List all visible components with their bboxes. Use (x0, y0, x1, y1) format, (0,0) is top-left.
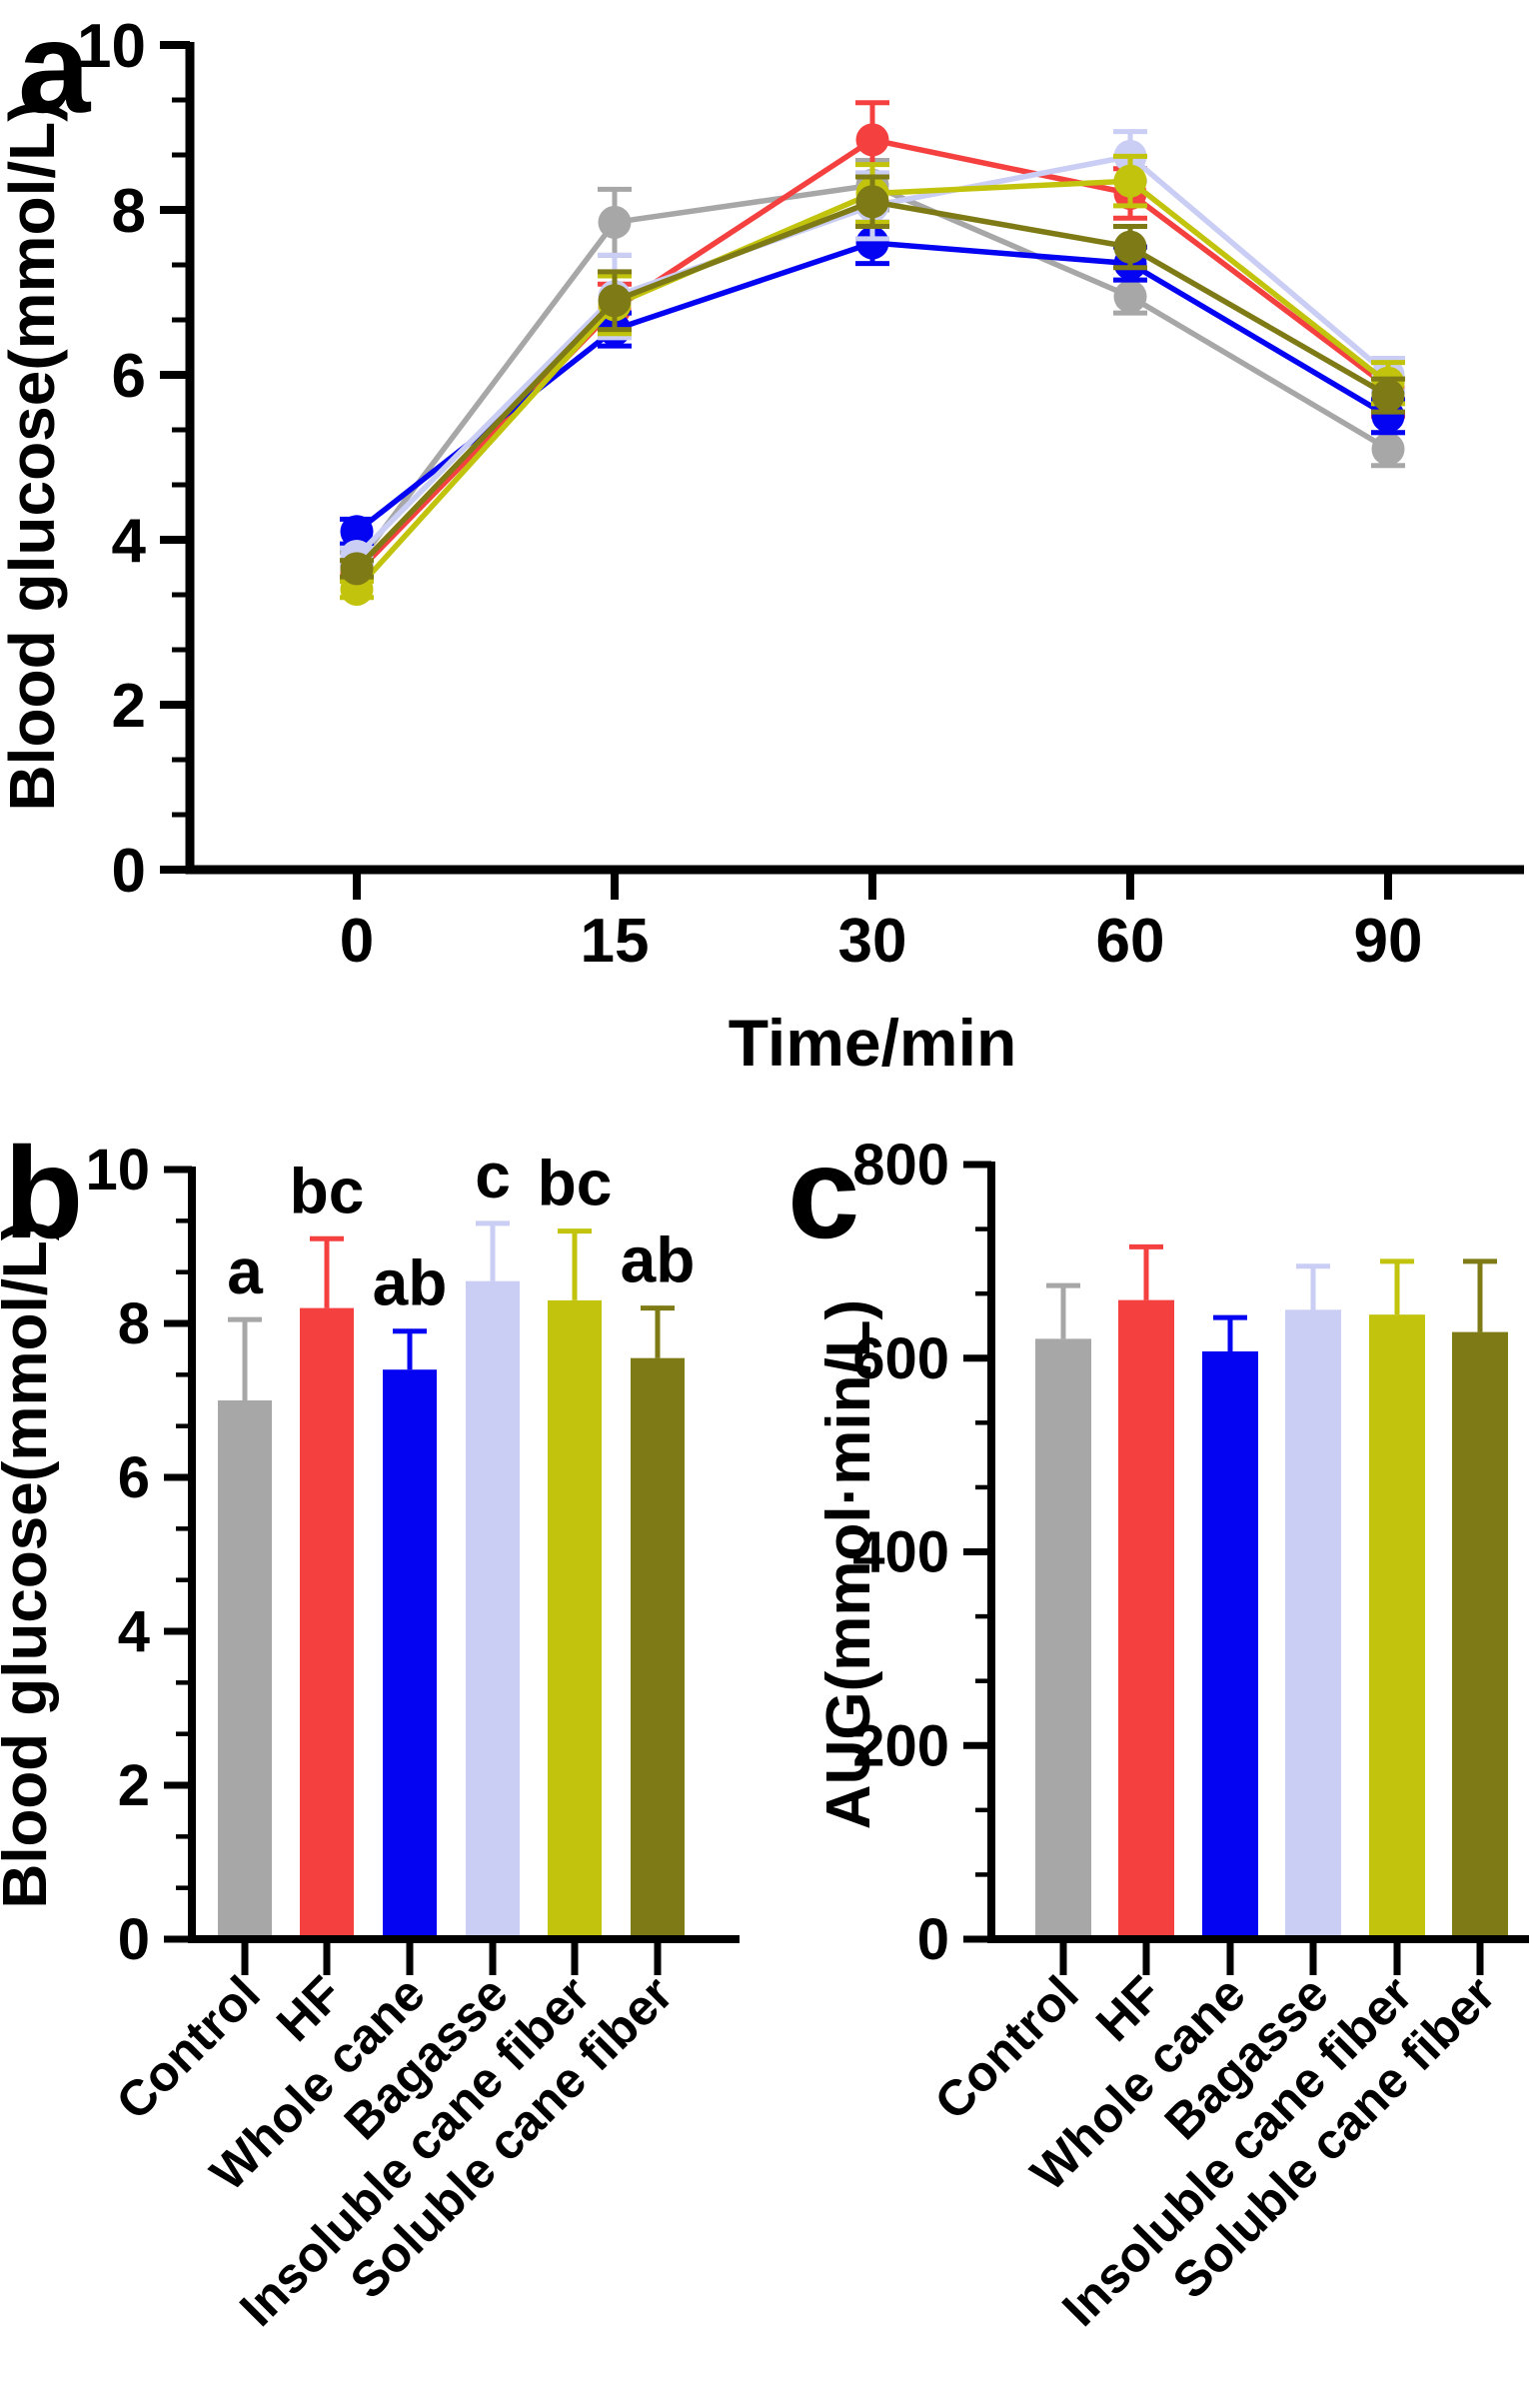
y-axis-title: Blood glucose(mmol/L) (0, 1220, 60, 1909)
bar-hf (300, 1307, 354, 1939)
y-tick-label: 800 (852, 1133, 949, 1198)
x-tick-label: 0 (340, 907, 374, 976)
y-axis-title-group: Blood glucose(mmol/L) (0, 100, 68, 811)
bar-whole-cane (383, 1369, 437, 1939)
x-category-label-group: Control (106, 1965, 271, 2130)
data-point-hf (855, 123, 889, 157)
bar-insoluble-cane-fiber (1369, 1314, 1425, 1939)
y-tick-label: 6 (112, 342, 146, 411)
x-tick-label: 30 (838, 907, 907, 976)
series-line (355, 240, 1390, 534)
data-point-soluble-cane-fiber (1371, 379, 1405, 413)
bar-hf (1118, 1299, 1174, 1939)
data-point-soluble-cane-fiber (1113, 230, 1147, 264)
x-category-label: Control (106, 1965, 271, 2130)
y-tick-label: 8 (118, 1291, 150, 1356)
x-tick-label: 15 (581, 907, 650, 976)
y-tick-label: 0 (917, 1907, 949, 1972)
y-axis-title: Blood glucose(mmol/L) (0, 100, 68, 811)
y-tick-label: 6 (118, 1445, 150, 1510)
bar-bagasse (1285, 1309, 1341, 1939)
panel-a-label: a (18, 0, 91, 140)
sig-letter: bc (290, 1155, 365, 1226)
data-point-control (1113, 280, 1147, 314)
y-tick-label: 4 (112, 507, 147, 576)
y-tick-label: 8 (112, 177, 146, 246)
x-tick-label: 60 (1096, 907, 1165, 976)
y-tick-label: 2 (118, 1753, 150, 1818)
bar-bagasse (466, 1280, 520, 1939)
sig-letter: a (227, 1235, 263, 1307)
x-axis-title: Time/min (729, 1006, 1017, 1080)
data-point-soluble-cane-fiber (598, 284, 632, 318)
panel-a-line-chart: 0 2 4 6 8 10 0 15 30 60 90 Time/min Blood glucose(mm… (0, 12, 1524, 1080)
x-tick-label: 90 (1354, 907, 1423, 976)
data-point-whole-cane (855, 226, 889, 260)
bar-control (1035, 1338, 1091, 1939)
y-axis-title-group: AUG(mmol·min/L) (814, 1299, 883, 1829)
bar-whole-cane (1202, 1350, 1258, 1939)
y-axis-title: AUG(mmol·min/L) (814, 1299, 883, 1829)
bar-soluble-cane-fiber (631, 1357, 685, 1939)
data-point-insoluble-cane-fiber (1113, 164, 1147, 198)
data-point-soluble-cane-fiber (340, 552, 374, 586)
y-tick-label: 400 (852, 1520, 949, 1585)
data-point-soluble-cane-fiber (855, 185, 889, 219)
y-tick-label: 200 (852, 1713, 949, 1778)
y-tick-label: 0 (118, 1907, 150, 1972)
sig-letter: bc (538, 1148, 613, 1219)
y-tick-label: 0 (112, 837, 146, 906)
y-tick-label: 4 (118, 1599, 150, 1664)
y-tick-label: 2 (112, 672, 146, 741)
y-tick-label: 10 (77, 12, 146, 81)
sig-letter: ab (621, 1224, 696, 1296)
sig-letter: c (475, 1140, 511, 1211)
bar-control (218, 1400, 272, 1939)
x-category-label: Control (924, 1965, 1089, 2130)
y-tick-label: 600 (852, 1326, 949, 1391)
data-point-control (598, 205, 632, 239)
panel-b-label: b (4, 1120, 84, 1265)
bar-insoluble-cane-fiber (548, 1299, 602, 1939)
y-axis-title-group: Blood glucose(mmol/L) (0, 1220, 60, 1909)
panel-c-label: c (787, 1120, 860, 1265)
data-point-control (1371, 432, 1405, 466)
y-tick-label: 10 (85, 1138, 150, 1202)
sig-letter: ab (373, 1247, 448, 1319)
x-category-label-group: Control (924, 1965, 1089, 2130)
bar-soluble-cane-fiber (1452, 1331, 1508, 1939)
data-point-whole-cane (340, 515, 374, 549)
series-soluble-cane-fiber (340, 174, 1405, 586)
